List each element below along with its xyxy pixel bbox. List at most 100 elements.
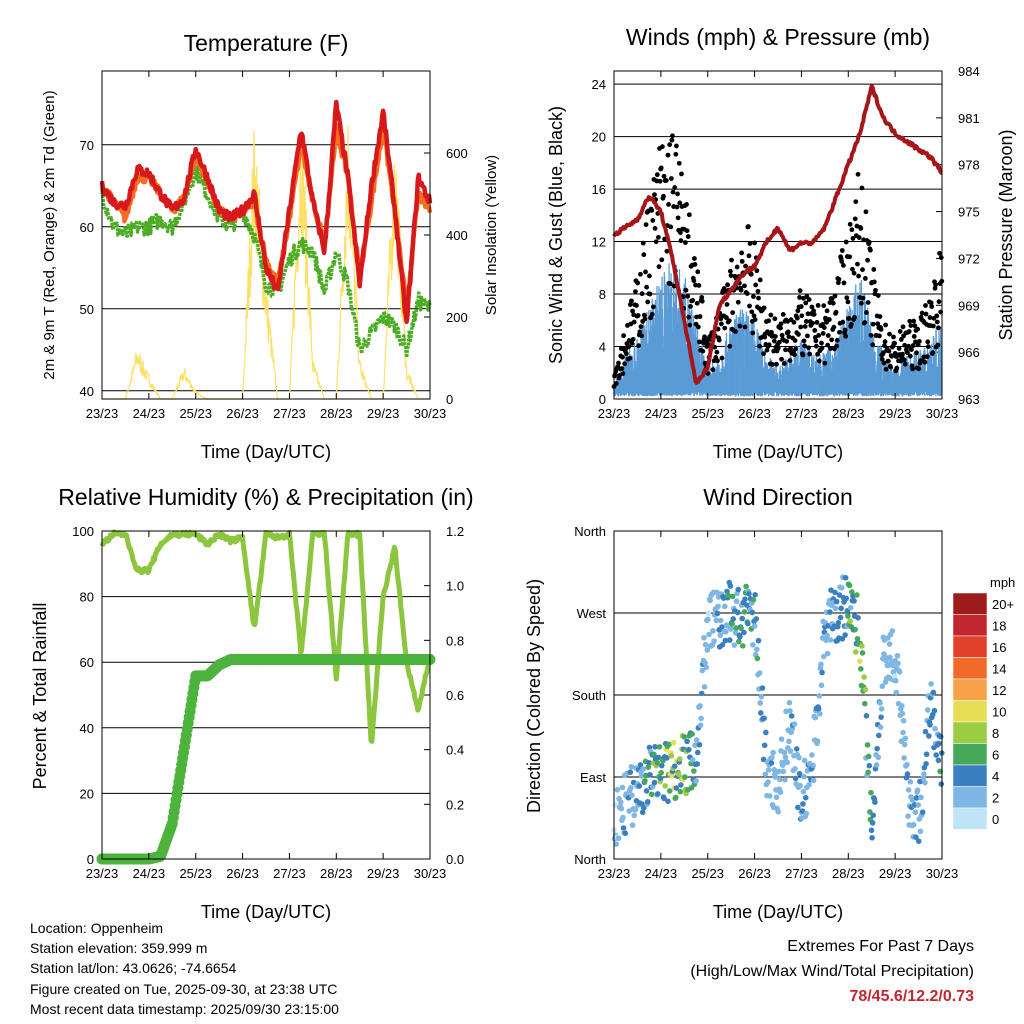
y-tick-label: 16 — [592, 182, 606, 197]
direction-point — [922, 728, 929, 735]
gust-point — [912, 323, 918, 329]
direction-point — [863, 712, 870, 719]
direction-point — [865, 753, 872, 760]
y2-tick-label: 978 — [958, 158, 980, 173]
gust-point — [905, 350, 910, 356]
legend-title: mph — [990, 575, 1015, 590]
gust-point — [820, 331, 826, 336]
direction-point — [619, 784, 626, 791]
gust-point — [613, 381, 619, 386]
direction-point — [697, 722, 704, 728]
gust-point — [786, 334, 792, 340]
gust-point — [925, 344, 931, 350]
gust-point — [679, 171, 684, 177]
gust-point — [907, 318, 913, 324]
legend-swatch — [952, 743, 988, 766]
x-tick-label: 23/23 — [598, 866, 631, 881]
gust-point — [882, 343, 887, 349]
gust-point — [802, 324, 808, 329]
direction-xlabel: Time (Day/UTC) — [713, 902, 843, 922]
gust-point — [815, 303, 821, 308]
direction-point — [682, 774, 688, 780]
direction-point — [655, 791, 661, 797]
y-tick-label: 20 — [80, 786, 94, 801]
y-tick-label: 0 — [87, 852, 94, 867]
gust-point — [677, 200, 683, 206]
legend-label: 20+ — [992, 597, 1014, 612]
gust-point — [793, 346, 799, 352]
direction-point — [862, 686, 869, 693]
gust-point — [678, 238, 684, 244]
gust-point — [750, 330, 756, 336]
direction-point — [910, 821, 917, 828]
direction-point — [670, 739, 677, 746]
y-tick-label: 0 — [599, 392, 606, 407]
direction-point — [832, 605, 839, 612]
gust-point — [685, 293, 691, 299]
gust-point — [812, 328, 818, 333]
direction-point — [658, 762, 665, 769]
y2-tick-label: 972 — [958, 251, 980, 266]
direction-point — [769, 754, 775, 761]
gust-point — [837, 329, 842, 335]
direction-point — [651, 779, 658, 786]
direction-point — [756, 670, 763, 676]
gust-point — [809, 304, 815, 310]
direction-point — [746, 591, 752, 597]
direction-point — [710, 628, 716, 634]
gust-point — [785, 329, 791, 335]
direction-point — [780, 768, 787, 775]
y2-tick-label: 975 — [958, 205, 980, 220]
gust-point — [901, 357, 907, 363]
direction-point — [752, 591, 758, 598]
direction-point — [654, 760, 661, 766]
gust-point — [668, 224, 674, 230]
gust-point — [908, 323, 914, 329]
direction-point — [705, 616, 711, 623]
direction-point — [914, 787, 921, 793]
figure-created: Figure created on Tue, 2025-09-30, at 23… — [30, 980, 338, 997]
gust-point — [860, 267, 865, 273]
humidity-title: Relative Humidity (%) & Precipitation (i… — [58, 484, 473, 510]
gust-point — [733, 329, 738, 334]
direction-point — [648, 791, 655, 798]
direction-point — [912, 809, 919, 816]
gust-point — [791, 319, 797, 325]
direction-point — [760, 756, 767, 763]
gust-point — [850, 266, 855, 272]
gust-point — [627, 302, 633, 307]
direction-point — [757, 710, 764, 716]
direction-point — [613, 841, 620, 847]
gust-point — [769, 329, 774, 335]
x-tick-label: 26/23 — [738, 406, 771, 421]
gust-point — [640, 240, 646, 246]
gust-point — [686, 314, 692, 320]
y-tick-label: 40 — [80, 721, 94, 736]
direction-point — [652, 743, 658, 750]
gust-point — [825, 333, 831, 338]
gust-point — [847, 254, 852, 260]
gust-point — [699, 295, 705, 300]
winds-ylabel-left: Sonic Wind & Gust (Blue, Black) — [546, 106, 566, 364]
gust-point — [656, 234, 661, 240]
direction-point — [689, 757, 696, 763]
y-tick-label: 60 — [80, 220, 94, 235]
gust-point — [836, 276, 842, 282]
gust-point — [819, 340, 824, 346]
gust-point — [752, 240, 757, 246]
direction-point — [651, 751, 657, 758]
direction-point — [904, 771, 911, 777]
y-tick-label: South — [572, 688, 606, 703]
direction-point — [935, 757, 942, 764]
direction-point — [900, 717, 907, 724]
gust-point — [714, 349, 720, 355]
direction-point — [878, 714, 884, 720]
gust-point — [666, 202, 671, 207]
direction-point — [879, 683, 886, 690]
gust-point — [664, 248, 670, 254]
direction-point — [727, 583, 734, 589]
gust-point — [670, 189, 676, 195]
direction-title: Wind Direction — [703, 484, 853, 510]
data-timestamp: Most recent data timestamp: 2025/09/30 2… — [30, 1000, 339, 1017]
legend-label: 0 — [992, 812, 999, 827]
